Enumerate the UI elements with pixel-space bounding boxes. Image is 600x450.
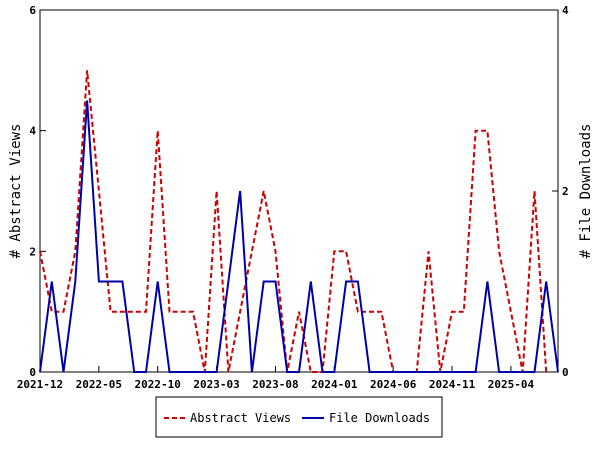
x-tick-label: 2024-06 (370, 378, 417, 391)
y-left-tick-label: 6 (29, 4, 36, 17)
y-right-tick-label: 0 (562, 366, 569, 379)
y-left-tick-label: 4 (29, 125, 36, 138)
axes (39, 9, 559, 373)
x-tick-label: 2024-11 (429, 378, 476, 391)
y-left-tick-label: 0 (29, 366, 36, 379)
legend-label-file-downloads: File Downloads (329, 411, 430, 425)
series-layer (39, 70, 559, 373)
y-right-tick-label: 4 (562, 4, 569, 17)
x-tick-label: 2022-10 (135, 378, 181, 391)
y-right-axis-title: # File Downloads (578, 124, 594, 259)
x-tick-label: 2023-03 (193, 378, 239, 391)
y-left-axis-title: # Abstract Views (8, 124, 24, 259)
x-tick-label: 2021-12 (17, 378, 63, 391)
series-line-file-downloads (39, 100, 559, 373)
legend-label-abstract-views: Abstract Views (190, 411, 291, 425)
x-tick-label: 2022-05 (76, 378, 122, 391)
y-left-tick-label: 2 (29, 245, 36, 258)
legend: Abstract Views File Downloads (155, 396, 443, 438)
x-tick-label: 2023-08 (252, 378, 298, 391)
x-tick-label: 2024-01 (311, 378, 358, 391)
labels: 0 2 4 6 0 2 4 2021-12 2022-05 2022-10 2023-03 2023-… (8, 4, 594, 391)
y-right-tick-label: 2 (562, 185, 569, 198)
legend-box (155, 396, 443, 438)
x-tick-label: 2025-04 (488, 378, 535, 391)
plot-frame (39, 9, 559, 373)
series-line-abstract-views (39, 70, 548, 373)
